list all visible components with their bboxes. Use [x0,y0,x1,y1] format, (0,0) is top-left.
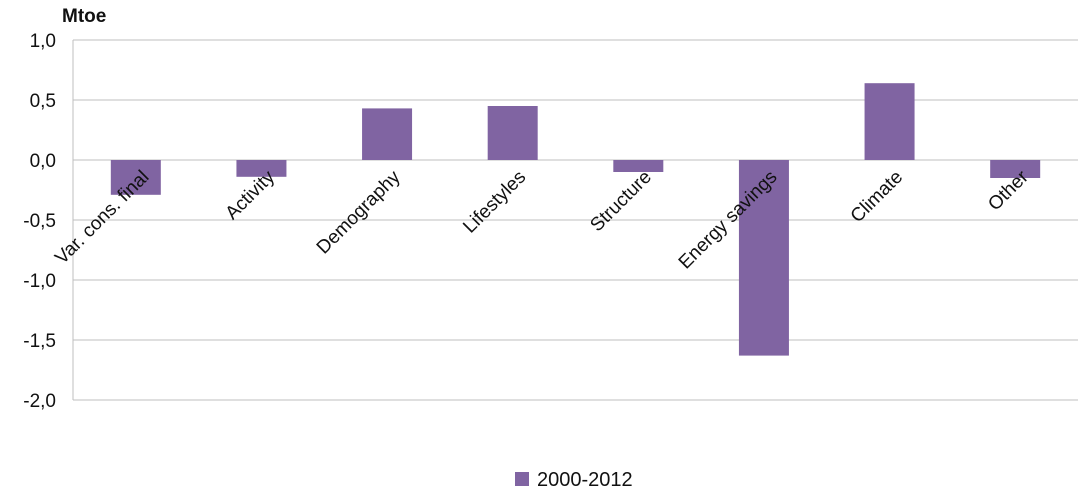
y-unit-label: Mtoe [62,6,106,27]
gridlines [73,39,1078,401]
x-tick-label: Demography [313,166,405,258]
x-tick-label: Climate [847,167,907,227]
legend-swatch [515,472,529,486]
bar [110,160,161,195]
bars [110,83,1041,356]
bar [236,160,287,177]
y-tick-label: -2,0 [23,391,56,412]
x-tick-label: Structure [586,167,655,236]
y-tick-label: 1,0 [30,31,56,52]
bar [362,108,413,160]
x-tick-label: Lifestyles [459,167,530,238]
bar [738,160,789,356]
y-tick-label: -0,5 [23,211,56,232]
legend: 2000-2012 [515,469,633,491]
bar [990,160,1041,178]
y-tick-label: 0,5 [30,91,56,112]
bar [487,106,538,160]
y-tick-label: -1,0 [23,271,56,292]
y-axis: 1,0 0,5 0,0 -0,5 -1,0 -1,5 -2,0 [23,31,74,412]
y-tick-label: 0,0 [30,151,56,172]
legend-label: 2000-2012 [537,469,633,491]
x-tick-label: Var. cons. final [51,167,153,269]
y-tick-label: -1,5 [23,331,56,352]
bar [613,160,664,172]
bar [864,83,915,160]
